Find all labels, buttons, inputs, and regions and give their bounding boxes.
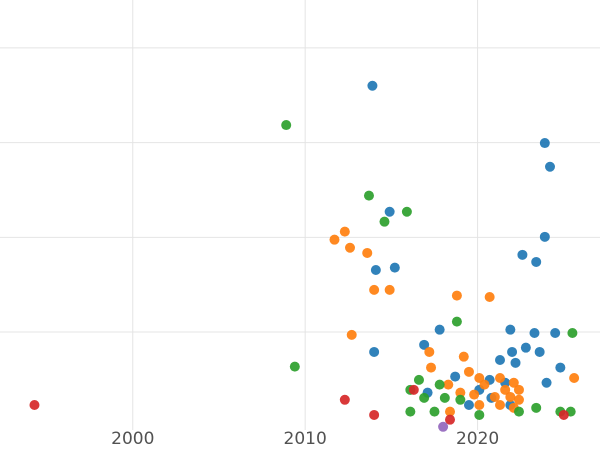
data-point-blue [510, 357, 521, 368]
data-point-orange [513, 384, 524, 395]
data-point-green [451, 316, 462, 327]
data-point-blue [384, 206, 395, 217]
data-point-green [434, 379, 445, 390]
data-point-blue [389, 262, 400, 273]
x-tick-label: 2000 [111, 429, 154, 449]
data-point-blue [539, 231, 550, 242]
data-point-blue [369, 346, 380, 357]
data-point-green [531, 402, 542, 413]
data-point-blue [505, 324, 516, 335]
data-point-blue [534, 346, 545, 357]
data-point-orange [426, 362, 437, 373]
data-point-orange [339, 226, 350, 237]
data-point-blue [555, 362, 566, 373]
data-point-orange [445, 406, 455, 417]
data-point-orange [384, 284, 395, 295]
data-point-blue [550, 328, 561, 338]
data-point-purple [438, 421, 449, 432]
data-point-blue [529, 328, 540, 338]
data-point-orange [505, 391, 516, 402]
data-point-green [474, 409, 485, 420]
data-point-blue [434, 324, 445, 335]
data-point-green [405, 406, 416, 417]
data-point-green [413, 374, 424, 385]
data-point-blue [517, 249, 528, 260]
series-orange [329, 226, 580, 417]
data-point-orange [345, 242, 355, 253]
series-blue [367, 80, 566, 410]
data-point-green [379, 216, 390, 227]
x-tick-label: 2010 [284, 429, 327, 449]
gridlines-group [0, 0, 600, 430]
data-point-orange [508, 377, 519, 388]
data-point-orange [346, 329, 357, 340]
data-point-blue [367, 80, 378, 91]
data-point-orange [362, 247, 373, 258]
data-point-orange [569, 373, 580, 383]
data-point-orange [495, 373, 505, 383]
data-point-orange [469, 389, 480, 400]
data-point-orange [489, 391, 500, 402]
data-point-orange [484, 292, 495, 302]
data-point-red [558, 409, 569, 420]
data-point-blue [507, 346, 518, 357]
data-point-orange [424, 346, 435, 357]
data-point-blue [450, 371, 461, 382]
data-point-orange [458, 351, 469, 362]
x-tick-label: 2020 [456, 429, 499, 449]
data-point-orange [443, 379, 454, 390]
data-point-blue [463, 400, 474, 410]
data-point-green [439, 392, 450, 403]
data-points-group [29, 80, 580, 432]
data-point-orange [495, 400, 505, 410]
data-point-blue [545, 161, 555, 172]
data-point-orange [513, 394, 524, 405]
data-point-green [401, 206, 412, 217]
data-point-green [455, 394, 466, 405]
data-point-green [513, 406, 524, 417]
data-point-red [369, 409, 380, 420]
x-axis-tick-labels: 2000 2010 2020 [111, 429, 499, 449]
data-point-green [567, 328, 578, 338]
data-point-orange [479, 379, 490, 390]
data-point-red [339, 394, 350, 405]
data-point-green [429, 406, 440, 417]
data-point-orange [451, 290, 462, 301]
data-point-green [419, 392, 430, 403]
data-point-blue [520, 342, 531, 353]
data-point-red [445, 414, 455, 425]
data-point-blue [495, 355, 505, 365]
data-point-orange [500, 384, 511, 395]
data-point-orange [369, 284, 380, 295]
data-point-blue [419, 339, 430, 350]
data-point-orange [474, 400, 485, 410]
data-point-green [289, 361, 300, 372]
series-red [29, 384, 569, 425]
data-point-blue [370, 265, 381, 275]
data-point-green [281, 120, 292, 131]
data-point-blue [531, 256, 542, 267]
data-point-orange [455, 387, 466, 398]
data-point-blue [541, 377, 552, 388]
data-point-green [363, 190, 374, 201]
data-point-orange [329, 234, 340, 245]
data-point-blue [539, 138, 550, 149]
data-point-red [29, 400, 40, 410]
series-purple [438, 421, 449, 432]
data-point-orange [463, 366, 474, 377]
series-green [281, 120, 578, 420]
data-point-red [408, 384, 419, 395]
